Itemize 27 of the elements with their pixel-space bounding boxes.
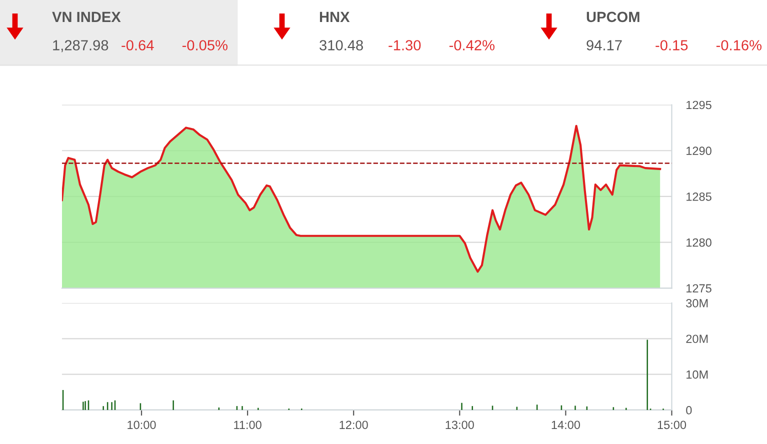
text: 94.17 — [586, 40, 622, 50]
x-tick-label: 14:00 — [552, 420, 580, 430]
text: 1,287.98 — [53, 40, 108, 52]
y-tick-label: 1290 — [686, 146, 712, 156]
y-tick-label: 1275 — [686, 284, 712, 293]
y-tick-label: 10M — [686, 370, 708, 379]
y-tick-label: 1280 — [686, 238, 712, 247]
y-tick-label: 20M — [686, 334, 708, 344]
text: -0.64 — [122, 40, 154, 50]
text: -0.15 — [656, 40, 688, 50]
x-tick-label: 10:00 — [128, 420, 156, 430]
y-tick-label: 1295 — [686, 100, 712, 110]
text: -0.05% — [182, 40, 228, 50]
text: -0.42% — [449, 40, 494, 50]
x-tick-label: 15:00 — [658, 420, 686, 430]
y-tick-label: 30M — [686, 299, 708, 308]
text: HNX — [320, 12, 350, 22]
x-tick-label: 11:00 — [234, 420, 262, 430]
text: -0.16% — [716, 40, 762, 50]
y-tick-label: 0 — [686, 406, 692, 414]
text: UPCOM — [586, 12, 640, 22]
y-tick-label: 1285 — [686, 192, 712, 201]
text: -1.30 — [388, 40, 421, 50]
x-tick-label: 12:00 — [340, 420, 368, 430]
text: VN INDEX — [52, 12, 121, 22]
text: 310.48 — [320, 40, 363, 50]
x-tick-label: 13:00 — [446, 420, 474, 430]
